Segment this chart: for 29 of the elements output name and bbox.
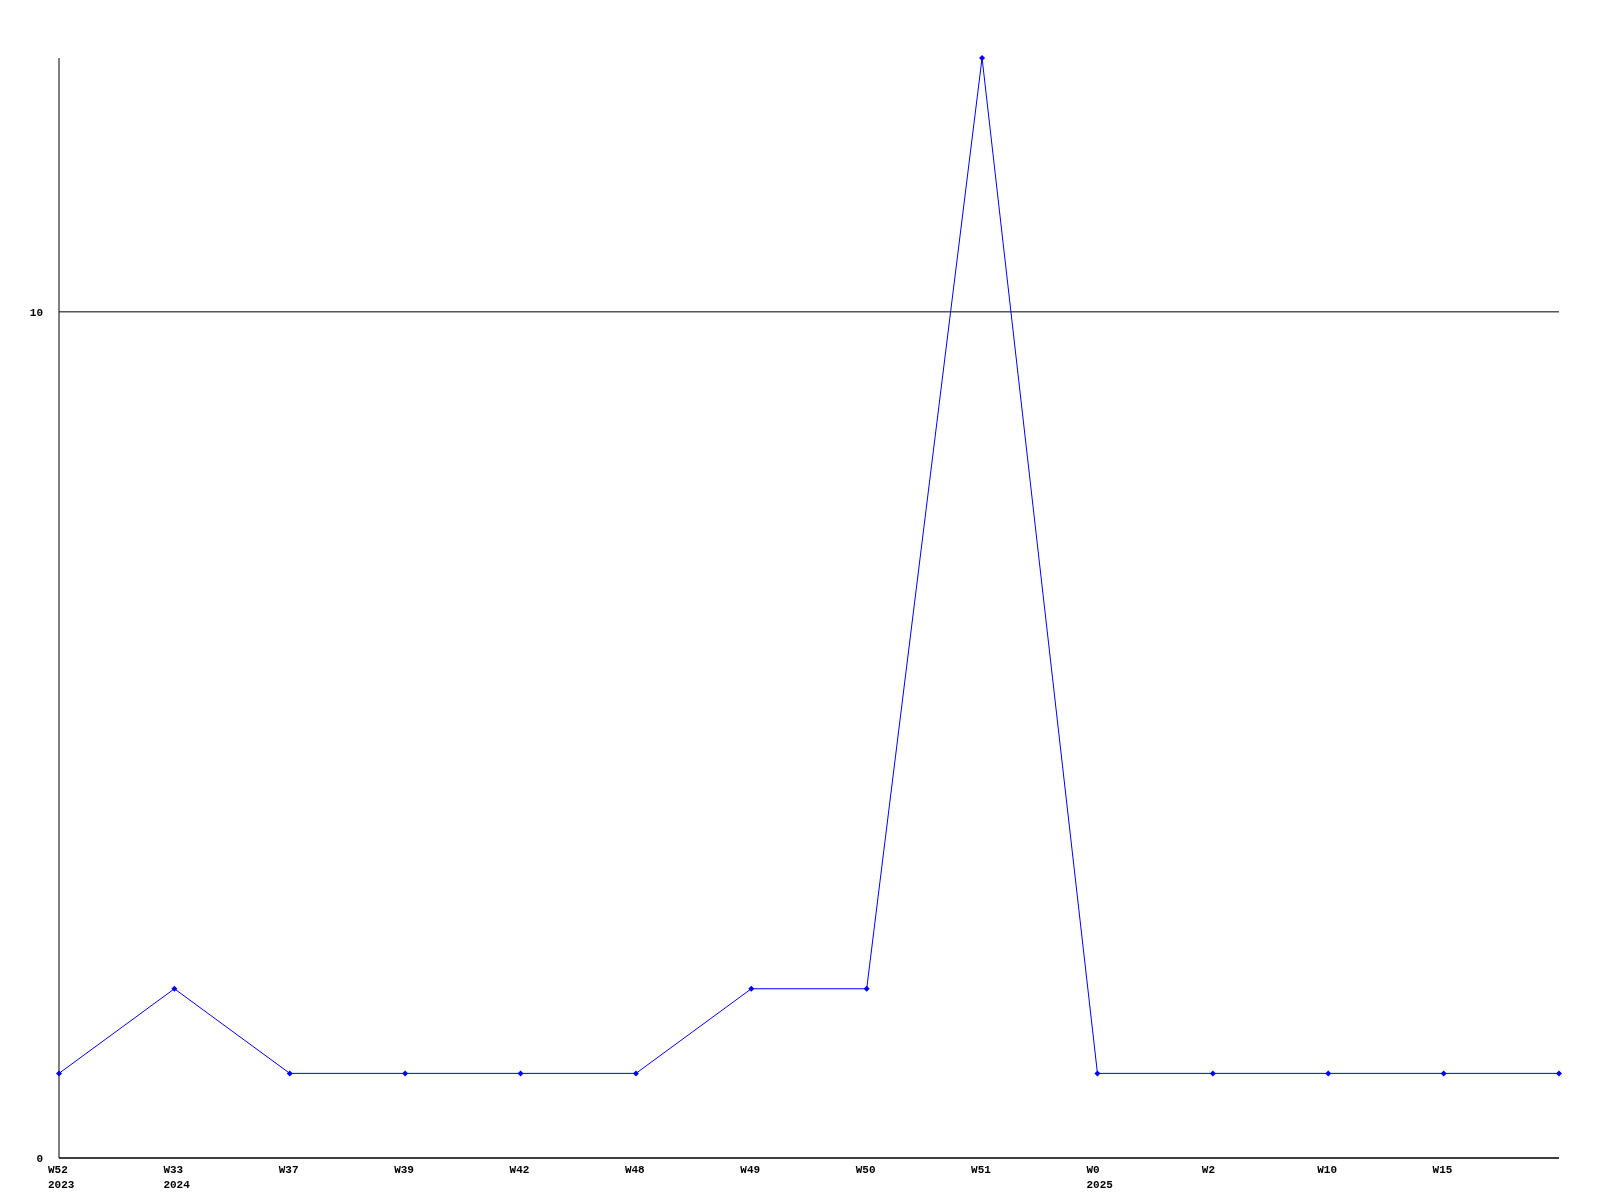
x-tick-label: W2	[1201, 1164, 1216, 1176]
point	[286, 1070, 293, 1077]
y-tick-label: 10	[29, 306, 43, 319]
x-tick-label: W33 2024	[163, 1164, 191, 1191]
x-tick-label: W51	[971, 1164, 992, 1176]
y-tick-label: 0	[36, 1152, 43, 1165]
x-tick-label: W48	[624, 1164, 646, 1176]
point	[402, 1070, 409, 1077]
x-tick-label: W50	[855, 1164, 876, 1176]
x-tick-label: W42	[509, 1164, 530, 1176]
x-tick-label: W37	[278, 1164, 299, 1176]
point	[1556, 1070, 1562, 1077]
x-tick-label: W49	[740, 1164, 761, 1176]
point	[56, 1070, 62, 1077]
point	[1325, 1070, 1332, 1077]
point	[1094, 1070, 1101, 1077]
point	[632, 1070, 639, 1077]
point	[517, 1070, 524, 1077]
x-tick-label: W15	[1432, 1164, 1453, 1176]
x-tick-label: W39	[394, 1164, 414, 1176]
x-tick-label: W0 2025	[1086, 1164, 1114, 1191]
point	[171, 985, 178, 992]
point	[863, 985, 870, 992]
x-tick-label: W10	[1317, 1164, 1338, 1176]
point	[748, 985, 755, 992]
point	[1440, 1070, 1447, 1077]
point	[979, 55, 986, 61]
point	[1209, 1070, 1216, 1077]
x-tick-label: W52 2023	[48, 1164, 75, 1191]
